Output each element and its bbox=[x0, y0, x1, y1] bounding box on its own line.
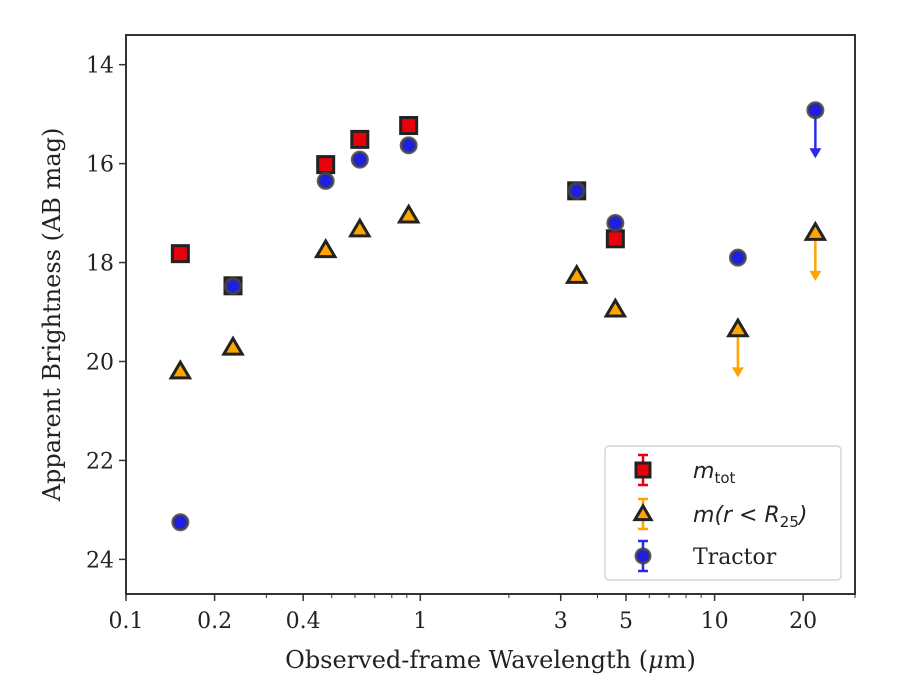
x-tick-label: 0.4 bbox=[286, 609, 321, 634]
data-point-mtot bbox=[399, 116, 419, 136]
series-mr25 bbox=[168, 203, 828, 380]
series-tractor bbox=[171, 101, 825, 532]
upper-limit-arrow-head bbox=[731, 367, 744, 378]
x-axis-label: Observed-frame Wavelength (μm) bbox=[285, 646, 696, 674]
data-point-mr25 bbox=[313, 238, 338, 259]
data-point-tractor bbox=[316, 171, 335, 190]
data-point-tractor bbox=[171, 513, 190, 532]
y-tick-label: 16 bbox=[86, 153, 114, 178]
plot-area bbox=[168, 101, 828, 532]
legend-label-mtot: mtot bbox=[693, 459, 735, 487]
y-tick-label: 22 bbox=[86, 449, 114, 474]
legend-marker-tractor bbox=[634, 547, 652, 565]
axes-frame bbox=[125, 34, 856, 595]
data-point-mr25 bbox=[396, 203, 421, 224]
data-point-mr25 bbox=[168, 359, 193, 380]
data-point-mr25 bbox=[803, 220, 828, 241]
upper-limit-arrow-head bbox=[809, 270, 822, 281]
x-tick-label: 0.2 bbox=[197, 609, 232, 634]
data-point-tractor bbox=[350, 150, 369, 169]
data-point-mtot bbox=[170, 244, 190, 264]
data-point-mtot bbox=[350, 129, 370, 149]
y-tick-label: 18 bbox=[86, 252, 114, 277]
y-axis: 14 16 18 20 22 24 bbox=[86, 54, 126, 573]
data-point-mtot bbox=[316, 155, 336, 175]
data-point-tractor bbox=[567, 181, 586, 200]
y-tick-label: 24 bbox=[86, 548, 114, 573]
data-point-mtot bbox=[605, 229, 625, 249]
legend-label-tractor: Tractor bbox=[693, 545, 777, 570]
y-axis-label: Apparent Brightness (AB mag) bbox=[38, 128, 66, 503]
legend-marker-mtot bbox=[634, 461, 652, 479]
x-axis: 0.1 0.2 0.4 1 3 5 10 20 bbox=[109, 594, 856, 634]
legend: mtot m(r < R25) Tractor bbox=[604, 445, 842, 581]
upper-limit-arrow-head bbox=[809, 148, 822, 159]
y-tick-label: 20 bbox=[86, 350, 114, 375]
x-tick-label: 5 bbox=[619, 609, 633, 634]
data-point-tractor bbox=[399, 136, 418, 155]
data-point-tractor bbox=[606, 213, 625, 232]
x-tick-label: 0.1 bbox=[109, 609, 144, 634]
x-tick-label: 10 bbox=[701, 609, 729, 634]
x-tick-label: 20 bbox=[789, 609, 817, 634]
x-tick-label: 1 bbox=[413, 609, 427, 634]
legend-box bbox=[604, 445, 842, 581]
legend-marker-mr25 bbox=[632, 502, 654, 522]
y-tick-label: 14 bbox=[86, 54, 114, 79]
data-point-mr25 bbox=[603, 297, 628, 318]
data-point-mr25 bbox=[564, 263, 589, 284]
data-point-tractor bbox=[806, 101, 825, 120]
data-point-mr25 bbox=[221, 335, 245, 356]
data-point-mr25 bbox=[726, 317, 750, 338]
data-point-tractor bbox=[224, 277, 243, 296]
legend-label-mr25: m(r < R25) bbox=[693, 503, 807, 531]
data-point-mr25 bbox=[347, 217, 372, 238]
data-point-tractor bbox=[728, 248, 747, 267]
x-tick-label: 3 bbox=[554, 609, 568, 634]
series-mtot bbox=[170, 116, 625, 296]
